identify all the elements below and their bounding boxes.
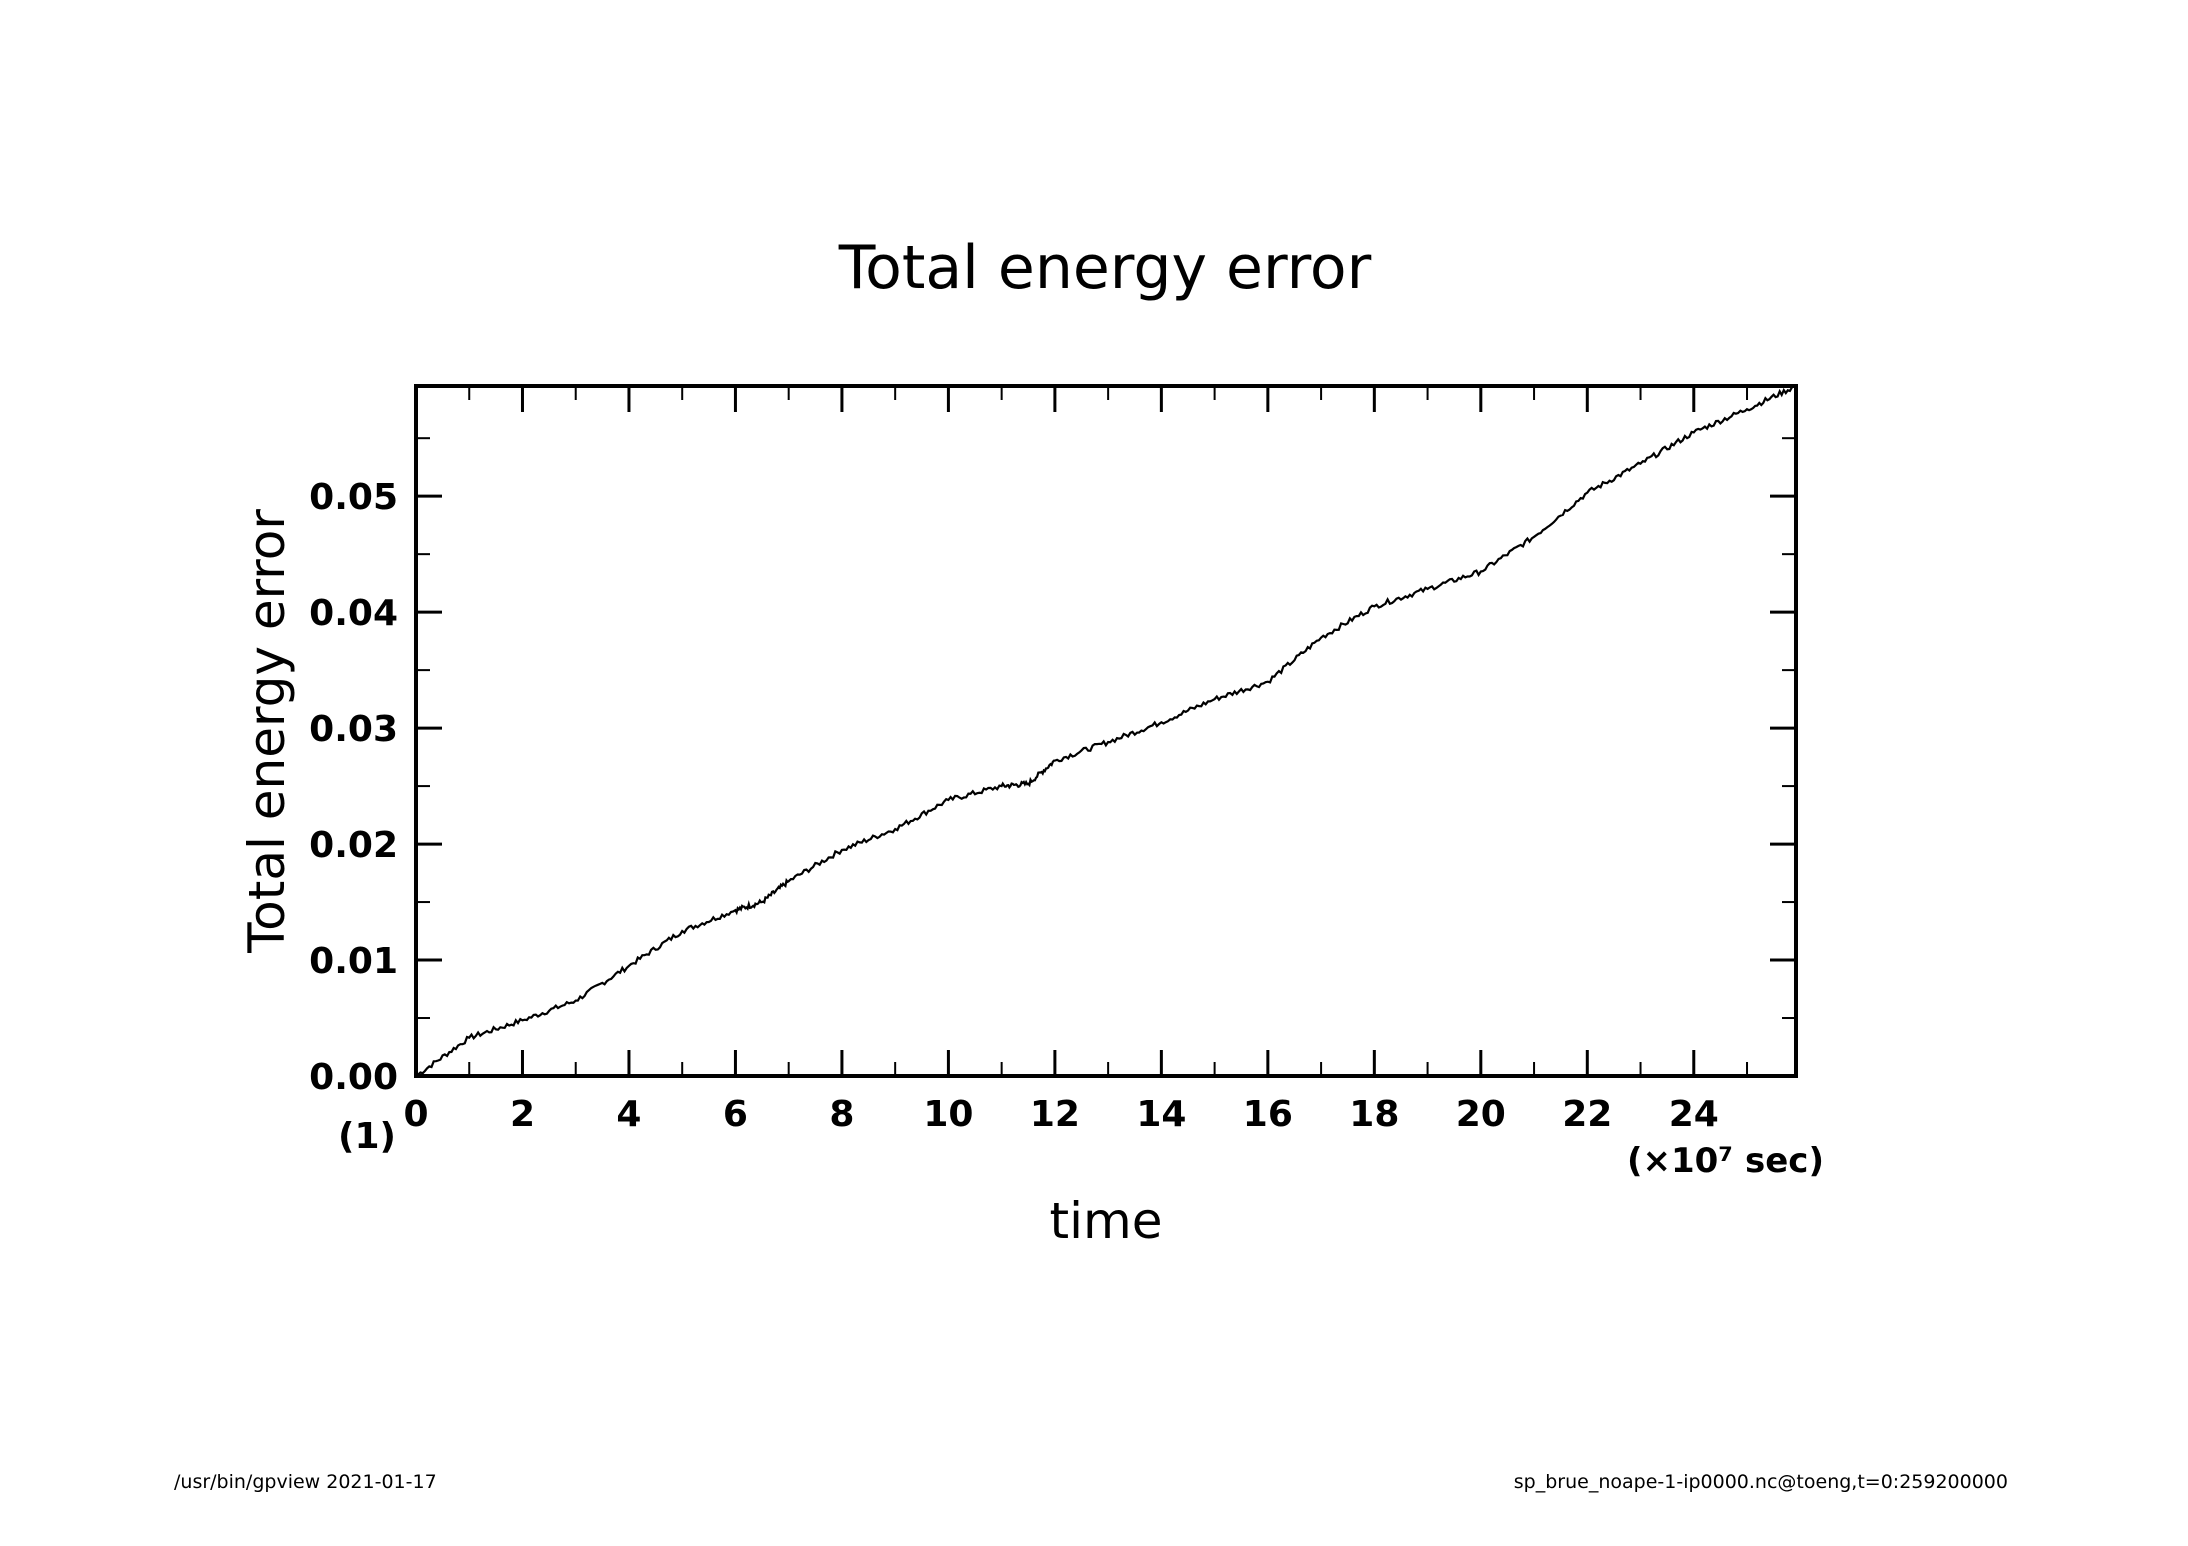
- y-tick-label: 0.03: [309, 709, 398, 750]
- x-tick-label: 24: [1669, 1094, 1719, 1135]
- x-tick-label: 2: [510, 1094, 535, 1135]
- y-tick-label: 0.05: [309, 477, 398, 518]
- plot-frame: [414, 384, 1798, 1078]
- x-tick-label: 0: [403, 1094, 428, 1135]
- y-tick-label: 0.02: [309, 825, 398, 866]
- x-tick-label: 12: [1030, 1094, 1080, 1135]
- chart-title: Total energy error: [838, 233, 1372, 303]
- y-multiplier-label: (1): [338, 1116, 396, 1157]
- x-tick-label: 10: [923, 1094, 973, 1135]
- x-unit-label: (×10⁷ sec): [1627, 1141, 1824, 1181]
- y-axis-label: Total energy error: [238, 509, 296, 954]
- plot-border: [414, 384, 1798, 1078]
- x-tick-label: 8: [829, 1094, 854, 1135]
- x-tick-label: 18: [1349, 1094, 1399, 1135]
- x-axis-ticks: [414, 386, 1749, 1076]
- footer-right: sp_brue_noape-1-ip0000.nc@toeng,t=0:2592…: [1514, 1471, 2008, 1493]
- x-tick-label: 16: [1243, 1094, 1293, 1135]
- y-tick-label: 0.00: [309, 1057, 398, 1098]
- x-axis-tick-labels: 0 2 4 6 8 10 12 14 16 18 20 22 24: [403, 1094, 1718, 1135]
- y-tick-label: 0.01: [309, 941, 398, 982]
- series-line: [415, 384, 1797, 1077]
- x-axis-label: time: [1050, 1192, 1163, 1250]
- x-tick-label: 20: [1456, 1094, 1506, 1135]
- y-axis-ticks: [416, 437, 1796, 1078]
- footer-left: /usr/bin/gpview 2021-01-17: [174, 1471, 437, 1493]
- x-tick-label: 6: [723, 1094, 748, 1135]
- y-tick-label: 0.04: [309, 593, 398, 634]
- x-tick-label: 14: [1136, 1094, 1186, 1135]
- x-tick-label: 22: [1562, 1094, 1612, 1135]
- x-tick-label: 4: [616, 1094, 641, 1135]
- y-axis-tick-labels: 0.00 0.01 0.02 0.03 0.04 0.05: [309, 477, 398, 1098]
